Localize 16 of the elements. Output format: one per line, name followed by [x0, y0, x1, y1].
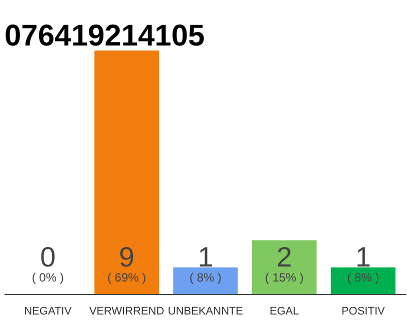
x-tick-label: POSITIV	[341, 306, 386, 318]
x-tick-label: NEGATIV	[24, 306, 72, 318]
annotation: ( 8% )	[190, 270, 222, 284]
annotation: ( 0% )	[32, 270, 64, 284]
x-tick-label: EGAL	[270, 306, 300, 318]
x-tick-label: VERWIRREND	[89, 306, 164, 318]
chart-title: 076419214105	[4, 20, 205, 52]
annotation: ( 15% )	[264, 270, 304, 284]
x-tick-label: UNBEKANNTE	[168, 306, 244, 318]
annotation: ( 8% )	[347, 270, 380, 284]
data-label: 1	[198, 242, 214, 272]
data-label: 9	[118, 242, 134, 272]
data-label: 0	[40, 242, 56, 272]
data-label: 2	[276, 242, 292, 272]
annotation: ( 69% )	[107, 270, 146, 284]
data-label: 1	[355, 242, 371, 272]
